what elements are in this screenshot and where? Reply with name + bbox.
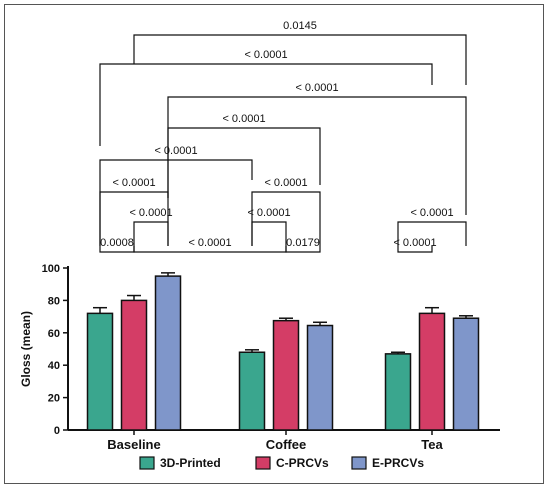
significance-brackets: 0.0008 < 0.0001 < 0.0001 < 0.0001 0.0179 < 0.… [99,20,467,253]
bar [154,275,182,431]
y-tick-label: 0 [54,425,60,437]
significance-bracket [99,159,253,246]
p-value-label: < 0.0001 [295,82,338,94]
p-value-label: < 0.0001 [264,177,307,189]
bar [452,317,480,431]
significance-bracket [397,221,467,246]
significance-bracket [167,96,467,215]
significance-bracket [285,246,321,253]
p-value-label: < 0.0001 [410,207,453,219]
p-value-label: < 0.0001 [247,207,290,219]
bar [272,319,300,431]
bar [86,312,114,431]
legend-swatch [139,456,155,470]
significance-bracket [133,34,467,85]
legend: 3D-Printed C-PRCVs E-PRCVs [139,456,424,470]
significance-bracket [99,63,433,146]
y-tick-label: 100 [42,263,60,275]
p-value-label: < 0.0001 [222,113,265,125]
significance-bracket [397,246,433,253]
bar [238,351,266,431]
y-axis-title: Gloss (mean) [19,311,33,387]
p-value-label: < 0.0001 [154,145,197,157]
bar [384,353,412,431]
y-tick-label: 20 [48,393,60,405]
p-value-label: 0.0145 [283,20,317,32]
y-tick-label: 80 [48,295,60,307]
significance-bracket [251,191,321,246]
y-tick-label: 60 [48,328,60,340]
p-value-label: < 0.0001 [393,237,436,249]
significance-bracket [251,221,287,246]
x-category-label: Baseline [107,437,160,452]
p-value-label: 0.0179 [286,237,320,249]
p-value-label: < 0.0001 [112,177,155,189]
legend-swatch [255,456,271,470]
p-value-label: < 0.0001 [188,237,231,249]
significance-bracket [133,221,169,246]
bar [120,299,148,431]
x-category-label: Coffee [266,437,306,452]
legend-label: E-PRCVs [372,456,424,470]
bars [86,272,480,431]
p-value-label: 0.0008 [100,237,134,249]
x-category-label: Tea [421,437,443,452]
p-value-label: < 0.0001 [244,49,287,61]
legend-swatch [351,456,367,470]
bar [306,324,334,431]
legend-label: 3D-Printed [160,456,221,470]
y-tick-label: 40 [48,360,60,372]
bar [418,312,446,431]
p-value-label: < 0.0001 [129,207,172,219]
legend-label: C-PRCVs [276,456,329,470]
